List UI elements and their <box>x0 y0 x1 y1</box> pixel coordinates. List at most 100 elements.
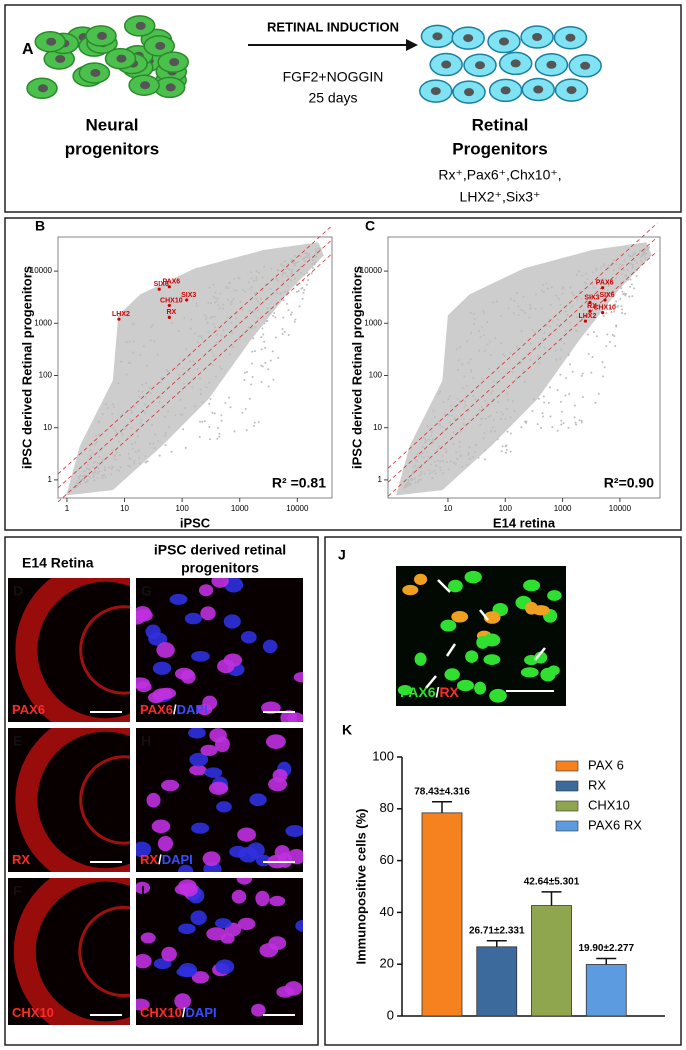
nucleus <box>430 87 441 96</box>
gene-dot <box>97 433 100 436</box>
gene-dot <box>478 408 481 411</box>
nucleus <box>231 889 247 904</box>
x-tick-label: 1 <box>65 504 70 513</box>
gene-dot <box>258 271 261 274</box>
gene-dot <box>189 327 192 330</box>
gene-dot <box>413 477 416 480</box>
gene-dot <box>242 289 245 292</box>
gene-dot <box>113 454 116 457</box>
gene-dot <box>89 476 92 479</box>
gene-dot <box>228 353 231 356</box>
gene-label: RX <box>166 309 176 316</box>
nucleus <box>285 825 303 837</box>
retina-layer <box>15 578 130 722</box>
gene-dot <box>605 292 608 295</box>
gene-dot <box>314 248 317 251</box>
gene-dot <box>567 354 570 357</box>
gene-dot <box>253 421 256 424</box>
gene-dot <box>586 333 589 336</box>
y-tick-label: 1000 <box>34 318 52 327</box>
gene-dot <box>305 283 308 286</box>
gene-dot <box>534 307 537 310</box>
nucleus <box>237 917 256 931</box>
gene-dot <box>573 404 576 407</box>
gene-dot <box>619 297 622 300</box>
gene-dot <box>307 279 310 282</box>
nucleus <box>136 881 151 894</box>
gene-dot <box>602 277 605 280</box>
gene-dot <box>214 297 217 300</box>
marker-gene <box>583 319 588 323</box>
gene-dot <box>606 289 609 292</box>
gene-dot <box>542 291 545 294</box>
gene-dot <box>248 397 251 400</box>
gene-dot <box>231 300 234 303</box>
gene-dot <box>549 303 552 306</box>
gene-dot <box>558 298 561 301</box>
y-tick-label: 10000 <box>360 266 383 275</box>
gene-dot <box>619 285 622 288</box>
gene-dot <box>205 318 208 321</box>
gene-dot <box>560 348 563 351</box>
gene-dot <box>564 310 567 313</box>
gene-dot <box>605 345 608 348</box>
gene-dot <box>119 466 122 469</box>
gene-dot <box>241 308 244 311</box>
gene-dot <box>149 442 152 445</box>
gene-dot <box>441 455 444 458</box>
gene-dot <box>607 285 610 288</box>
gene-dot <box>407 483 410 486</box>
gene-dot <box>252 337 255 340</box>
gene-dot <box>621 273 624 276</box>
nucleus <box>247 842 265 859</box>
gene-label: SIX3 <box>181 292 196 299</box>
gene-dot <box>543 332 546 335</box>
gene-dot <box>621 308 624 311</box>
gene-dot <box>94 469 97 472</box>
gene-dot <box>250 383 253 386</box>
gene-dot <box>479 336 482 339</box>
gene-dot <box>481 326 484 329</box>
gene-dot <box>581 372 584 375</box>
target-label: Retinal <box>472 115 529 134</box>
gene-dot <box>106 406 109 409</box>
gene-dot <box>613 310 616 313</box>
y-tick-label: 20 <box>380 956 394 971</box>
gene-dot <box>131 447 134 450</box>
gene-dot <box>601 282 604 285</box>
gene-dot <box>89 449 92 452</box>
gene-dot <box>110 467 113 470</box>
nucleus <box>140 81 151 90</box>
gene-dot <box>422 436 425 439</box>
gene-dot <box>149 392 152 395</box>
gene-dot <box>166 370 169 373</box>
gene-dot <box>290 311 293 314</box>
gene-dot <box>425 439 428 442</box>
gene-dot <box>179 398 182 401</box>
gene-dot <box>456 348 459 351</box>
nucleus <box>451 610 469 623</box>
gene-dot <box>218 365 221 368</box>
gene-dot <box>285 302 288 305</box>
gene-dot <box>611 333 614 336</box>
gene-dot <box>219 292 222 295</box>
gene-dot <box>125 373 128 376</box>
gene-dot <box>455 451 458 454</box>
gene-dot <box>128 465 131 468</box>
nucleus <box>432 32 443 41</box>
gene-dot <box>481 377 484 380</box>
gene-dot <box>193 332 196 335</box>
stain-part: / <box>173 702 177 717</box>
gene-label: SIX6 <box>154 281 169 288</box>
gene-dot <box>628 255 631 258</box>
gene-dot <box>602 375 605 378</box>
gene-dot <box>91 443 94 446</box>
gene-dot <box>250 362 253 365</box>
gene-dot <box>275 276 278 279</box>
gene-dot <box>277 356 280 359</box>
gene-dot <box>556 389 559 392</box>
gene-dot <box>259 298 262 301</box>
nucleus <box>483 611 501 624</box>
value-label: 26.71±2.331 <box>469 925 525 936</box>
gene-dot <box>140 418 143 421</box>
